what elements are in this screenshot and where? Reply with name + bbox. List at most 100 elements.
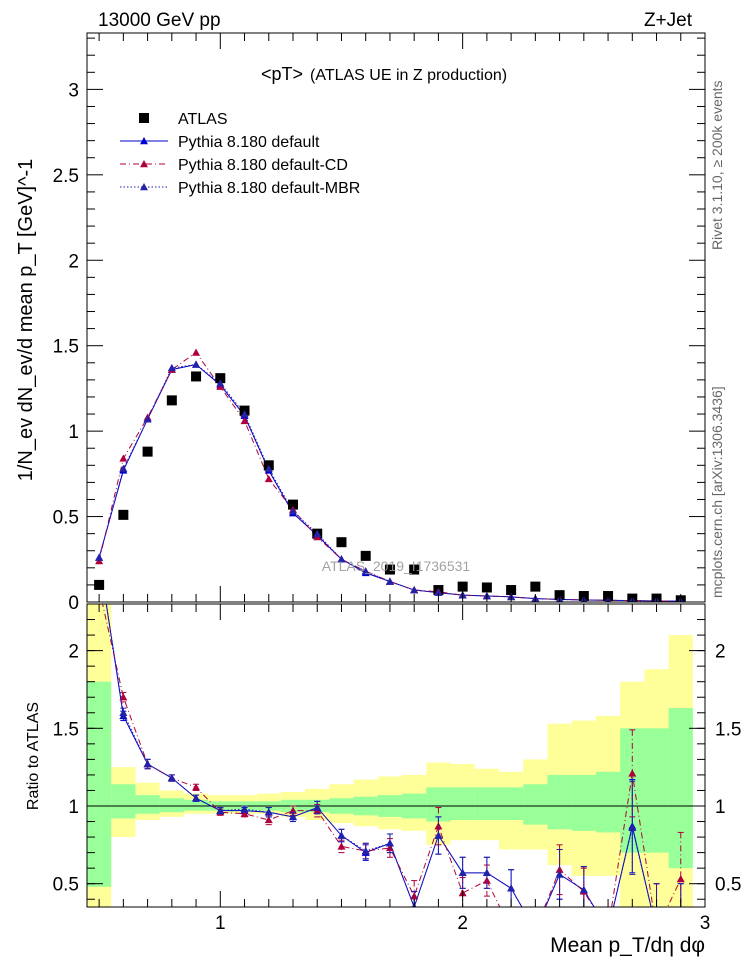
main-y-tick-label: 2 [68, 251, 79, 272]
ratio-data-point [531, 926, 539, 933]
ratio-data-point [264, 808, 273, 816]
ratio-data-point [337, 842, 346, 850]
mc-data-point [95, 553, 104, 561]
ratio-data-point [482, 868, 491, 877]
ratio-y-tick-label-right: 0.5 [715, 875, 741, 896]
ratio-data-point [604, 926, 612, 933]
ratio-data-point [507, 926, 515, 933]
process-label: Z+Jet [644, 10, 693, 31]
ratio-data-point [313, 803, 322, 811]
legend-marker [139, 113, 149, 123]
ratio-data-point [604, 926, 612, 933]
ratio-data-point [653, 926, 661, 933]
atlas-data-point [360, 550, 371, 561]
legend-marker [140, 137, 148, 145]
uncertainty-band-green [426, 787, 451, 822]
ratio-data-point [458, 868, 467, 877]
ratio-data-point [337, 831, 346, 839]
main-y-axis-label-text: 1/N_ev dN_ev/d mean p_T [GeV]^-1 [15, 159, 37, 482]
ratio-data-point [604, 926, 612, 933]
uncertainty-band-green [644, 728, 669, 853]
uncertainty-band-green [135, 795, 160, 814]
ratio-data-point [676, 875, 685, 883]
uncertainty-band-green [668, 708, 693, 869]
ratio-data-point [628, 823, 637, 831]
ratio-y-tick-label: 1.5 [53, 719, 79, 740]
mc-data-point [192, 360, 201, 368]
mc-data-point [313, 529, 322, 537]
mc-data-point [434, 588, 443, 596]
ratio-data-point [555, 870, 564, 878]
atlas-data-point [215, 373, 226, 384]
main-y-tick-label: 0 [68, 593, 79, 614]
source-label: mcplots.cern.ch [arXiv:1306.3436] [709, 386, 725, 598]
ratio-data-point [240, 809, 249, 817]
x-tick-label: 1 [215, 913, 226, 934]
main-y-tick-label: 0.5 [53, 508, 79, 529]
ratio-data-point [653, 926, 661, 933]
main-subtitle: (ATLAS UE in Z production) [310, 67, 507, 84]
ratio-y-tick-label-right: 2 [715, 642, 726, 663]
legend-marker [140, 160, 148, 168]
legend-label: Pythia 8.180 default-MBR [178, 180, 360, 197]
ratio-data-point [216, 806, 225, 814]
ratio-data-point [531, 926, 539, 933]
mc-data-point [361, 567, 370, 575]
energy-label: 13000 GeV pp [98, 10, 221, 31]
ratio-data-point [555, 865, 564, 873]
legend-label: Pythia 8.180 default [178, 134, 320, 151]
ratio-data-point [579, 885, 588, 894]
legend-marker [140, 183, 148, 191]
ratio-data-point [167, 774, 176, 782]
mc-data-point [385, 577, 394, 585]
atlas-data-point [384, 564, 395, 575]
legend-label: ATLAS [178, 111, 228, 128]
uncertainty-band-green [111, 784, 136, 819]
mc-data-point [289, 507, 297, 515]
main-y-tick-label: 1.5 [53, 337, 79, 358]
ratio-data-point [289, 812, 297, 821]
main-y-axis-label: 1/N_ev dN_ev/d mean p_T [GeV]^-1 [15, 159, 37, 482]
watermark: ATLAS_2019_I1736531 [322, 558, 471, 574]
uncertainty-band-green [474, 787, 499, 820]
ratio-data-point [434, 831, 443, 839]
mc-data-point [410, 586, 419, 594]
uncertainty-band-green [183, 799, 209, 811]
mc-data-point [143, 415, 152, 423]
ratio-data-point [361, 847, 370, 855]
uncertainty-band-green [595, 771, 621, 833]
atlas-data-point [506, 585, 517, 596]
ratio-panel: 0.5 0.5 1 1 1.5 1.5 2 2 1 2 3 Ratio to ATLAS Mean … [25, 603, 741, 957]
ratio-data-point [677, 926, 685, 933]
ratio-data-point [119, 708, 128, 716]
mc-data-point [216, 379, 225, 387]
mc-data-point [192, 348, 201, 356]
ratio-data-point [531, 926, 539, 933]
atlas-data-point [118, 509, 129, 520]
main-y-tick-label: 3 [68, 80, 79, 101]
ratio-data-point [628, 769, 637, 777]
mc-data-point [337, 555, 346, 563]
legend-label: Pythia 8.180 default-CD [178, 157, 348, 174]
rivet-label: Rivet 3.1.10, ≥ 200k events [709, 80, 725, 250]
atlas-data-point [191, 371, 202, 382]
x-axis-label: Mean p_T/dη dφ [550, 934, 705, 957]
mc-data-point [264, 464, 273, 472]
ratio-frame [86, 603, 706, 908]
ratio-data-point [264, 815, 273, 824]
main-axes: 0 0.5 1 1.5 2 2.5 3 [53, 33, 706, 614]
ratio-y-tick-label: 2 [68, 642, 79, 663]
ratio-data-point [240, 805, 249, 813]
main-panel: 0 0.5 1 1.5 2 2.5 3 ATLAS_2019_I1736531 <pT> (… [15, 32, 706, 614]
ratio-y-tick-label-right: 1.5 [715, 719, 741, 740]
atlas-data-point [530, 581, 541, 592]
atlas-data-point [166, 395, 177, 406]
atlas-data-point [336, 537, 347, 548]
main-y-tick-label: 1 [68, 422, 79, 443]
uncertainty-band-green [499, 787, 524, 820]
uncertainty-band-green [547, 774, 572, 830]
mc-data-point [119, 454, 128, 462]
mc-data-point [240, 416, 249, 425]
ratio-data-point [143, 760, 152, 768]
uncertainty-band-green [571, 774, 596, 831]
